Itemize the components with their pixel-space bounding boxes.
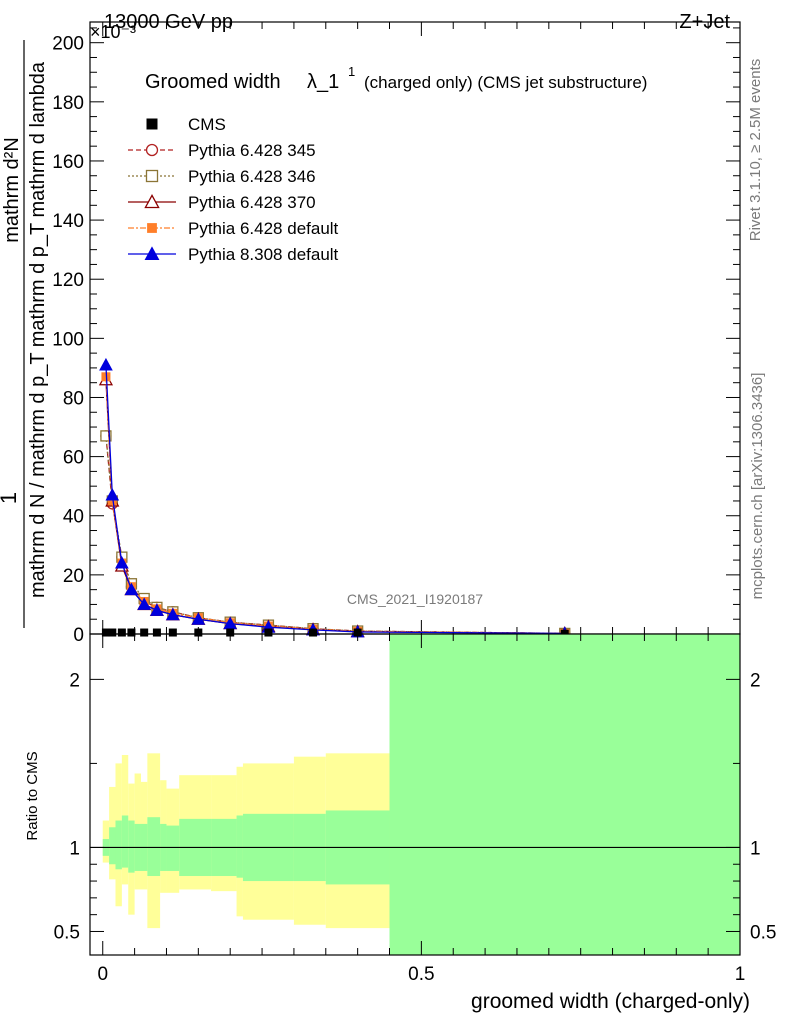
ratio-y-tick-label-1: 1 bbox=[69, 838, 80, 859]
axis-exponent: ×10⁻³ bbox=[90, 22, 136, 42]
legend-label-p345: Pythia 6.428 345 bbox=[188, 141, 316, 160]
point-cms-3 bbox=[127, 628, 136, 637]
ratio-band-green-2 bbox=[115, 820, 122, 870]
series-p6def bbox=[101, 372, 570, 638]
y-label-numerator: 1 bbox=[0, 492, 21, 504]
ratio-y-tick-label-right-0.5: 0.5 bbox=[750, 922, 776, 943]
title-rest: (charged only) (CMS jet substructure) bbox=[364, 73, 647, 92]
ratio-y-tick-label-right-1: 1 bbox=[750, 838, 761, 859]
x-tick-label-0.5: 0.5 bbox=[408, 964, 434, 985]
y-tick-label-200: 200 bbox=[52, 34, 84, 55]
legend-label-p346: Pythia 6.428 346 bbox=[188, 167, 316, 186]
legend-label-p8def: Pythia 8.308 default bbox=[188, 245, 339, 264]
y-tick-label-0: 0 bbox=[73, 625, 84, 646]
plot-title: Groomed width λ_1 1 (charged only) (CMS … bbox=[145, 64, 647, 93]
y-tick-label-140: 140 bbox=[52, 211, 84, 232]
y-tick-label-160: 160 bbox=[52, 152, 84, 173]
y-tick-label-40: 40 bbox=[63, 507, 84, 528]
ratio-y-tick-label-2: 2 bbox=[69, 670, 80, 691]
ratio-plot-panel: 0 0.5 10.5 0.51 12 2 bbox=[54, 633, 776, 985]
analysis-watermark: CMS_2021_I1920187 bbox=[347, 591, 483, 607]
y-tick-label-20: 20 bbox=[63, 566, 84, 587]
y-label-denominator: mathrm d N / mathrm d p_T mathrm d p_T m… bbox=[27, 61, 49, 598]
title-sup: 1 bbox=[348, 64, 355, 79]
point-cms-4 bbox=[140, 628, 149, 637]
point-cms-6 bbox=[168, 628, 177, 637]
lower-frame bbox=[89, 633, 741, 956]
point-p8def-6 bbox=[166, 607, 180, 621]
series-line-p346 bbox=[105, 435, 565, 635]
mcplots-label: mcplots.cern.ch [arXiv:1306.3436] bbox=[749, 373, 766, 600]
point-p8def-0 bbox=[99, 357, 113, 371]
y-tick-label-80: 80 bbox=[63, 388, 84, 409]
legend-marker-cms bbox=[146, 118, 158, 130]
legend-marker-p8def bbox=[144, 246, 160, 260]
y-tick-label-100: 100 bbox=[52, 329, 84, 350]
series-line-p6def bbox=[105, 376, 565, 635]
series-p346 bbox=[100, 430, 571, 640]
legend-marker-p345 bbox=[145, 143, 159, 157]
legend-label-cms: CMS bbox=[188, 115, 226, 134]
ratio-band-green-7 bbox=[147, 817, 161, 877]
series-line-p345 bbox=[105, 435, 565, 635]
x-axis-label: groomed width (charged-only) bbox=[471, 990, 750, 1013]
y-tick-label-120: 120 bbox=[52, 270, 84, 291]
point-p8def-5 bbox=[150, 603, 164, 616]
legend-marker-p6def bbox=[147, 223, 157, 233]
ratio-y-label: Ratio to CMS bbox=[24, 751, 41, 840]
legend-marker-p346 bbox=[145, 169, 159, 183]
point-p8def-1 bbox=[105, 487, 120, 501]
legend-label-p6def: Pythia 6.428 default bbox=[188, 219, 339, 238]
upper-frame bbox=[89, 21, 741, 635]
point-p346-0 bbox=[100, 430, 112, 442]
main-plot-panel: 0 20 40 60 80 100 120 140 160 180 200 bbox=[52, 21, 741, 646]
ratio-band-green-16 bbox=[389, 634, 740, 955]
legend-label-p370: Pythia 6.428 370 bbox=[188, 193, 316, 212]
point-cms-9 bbox=[264, 628, 273, 637]
point-cms-5 bbox=[152, 628, 161, 637]
title-main: Groomed width bbox=[145, 71, 281, 93]
ratio-y-tick-label-right-2: 2 bbox=[750, 670, 761, 691]
series-p8def bbox=[99, 357, 572, 639]
ratio-band-green-12 bbox=[236, 815, 243, 878]
ratio-band-green-4 bbox=[128, 820, 135, 873]
ratio-band-green-1 bbox=[109, 827, 116, 865]
ratio-band-green-3 bbox=[121, 815, 129, 868]
point-p8def-2 bbox=[115, 555, 129, 569]
point-cms-2 bbox=[117, 628, 126, 637]
series-line-p370 bbox=[105, 379, 565, 635]
ratio-band-green-9 bbox=[166, 825, 180, 871]
x-tick-label-1: 1 bbox=[735, 964, 746, 985]
point-p8def-7 bbox=[191, 612, 206, 625]
point-p8def-3 bbox=[124, 582, 139, 596]
point-cms-1 bbox=[108, 628, 117, 637]
title-lambda: λ_1 bbox=[307, 71, 339, 93]
y-axis-label: 1 mathrm d N / mathrm d p_T mathrm d p_T… bbox=[0, 40, 49, 628]
y-label-top: mathrm d²N bbox=[1, 137, 23, 243]
y-tick-label-180: 180 bbox=[52, 93, 84, 114]
series-p370 bbox=[98, 372, 572, 640]
point-p8def-4 bbox=[137, 597, 152, 610]
y-tick-label-60: 60 bbox=[63, 448, 84, 469]
legend: CMS Pythia 6.428 345 Pythia 6.428 346 Pythi… bbox=[128, 115, 339, 264]
series-line-p8def bbox=[105, 364, 565, 635]
legend-marker-p370 bbox=[144, 194, 160, 209]
point-cms-10 bbox=[309, 628, 318, 637]
rivet-label: Rivet 3.1.10, ≥ 2.5M events bbox=[747, 59, 764, 242]
ratio-y-tick-label-0.5: 0.5 bbox=[54, 922, 80, 943]
x-tick-label-0: 0 bbox=[97, 964, 108, 985]
